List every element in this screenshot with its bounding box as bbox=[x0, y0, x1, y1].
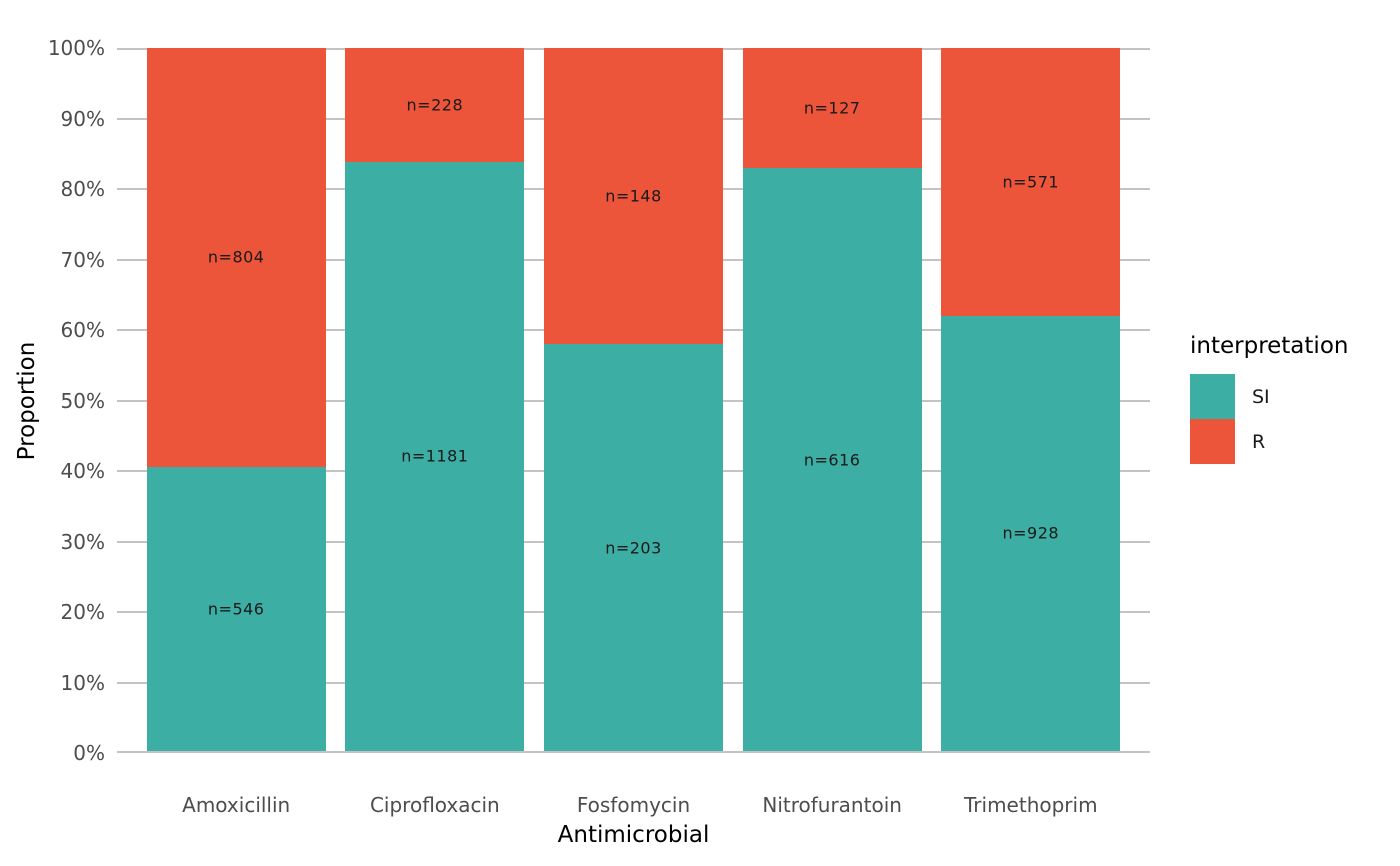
gridline bbox=[117, 751, 1150, 753]
y-axis-tick-label: 40% bbox=[60, 459, 105, 483]
bar-count-label: n=571 bbox=[1002, 172, 1060, 192]
x-axis-title: Antimicrobial bbox=[557, 822, 710, 848]
bar-fosfomycin: n=203 n=148 bbox=[544, 48, 723, 751]
x-axis-tick-label: Ciprofloxacin bbox=[369, 793, 500, 817]
x-axis-tick-label: Nitrofurantoin bbox=[762, 793, 902, 817]
y-axis-tick-label: 60% bbox=[60, 318, 105, 342]
bar-segment-r bbox=[742, 48, 922, 169]
x-axis-tick-label: Trimethoprim bbox=[964, 793, 1098, 817]
bar-segment-si bbox=[742, 168, 922, 751]
legend: interpretation SI R bbox=[1190, 333, 1348, 464]
bar-nitrofurantoin: n=616 n=127 bbox=[742, 48, 922, 751]
bar-segment-r bbox=[345, 48, 525, 162]
bar-count-label: n=228 bbox=[406, 95, 464, 115]
bar-segment-si bbox=[941, 315, 1121, 751]
bar-ciprofloxacin: n=1181 n=228 bbox=[345, 48, 525, 751]
bar-amoxicillin: n=546 n=804 bbox=[146, 48, 326, 751]
x-axis-tick-label: Fosfomycin bbox=[576, 793, 691, 817]
y-axis-tick-label: 0% bbox=[73, 741, 105, 765]
bar-trimethoprim: n=928 n=571 bbox=[941, 48, 1121, 751]
legend-swatch-r bbox=[1190, 419, 1235, 464]
bar-segment-r bbox=[941, 48, 1121, 316]
legend-item-r: R bbox=[1190, 419, 1348, 464]
y-axis-tick-label: 100% bbox=[47, 36, 105, 60]
y-axis-tick-label: 50% bbox=[60, 388, 105, 413]
bar-segment-si bbox=[146, 466, 326, 751]
legend-swatch-si bbox=[1190, 374, 1235, 419]
y-axis-tick-label: 20% bbox=[60, 600, 105, 624]
bar-count-label: n=616 bbox=[803, 450, 861, 470]
bar-count-label: n=148 bbox=[605, 186, 662, 206]
x-axis-tick-label: Amoxicillin bbox=[182, 793, 291, 817]
bar-count-label: n=928 bbox=[1002, 523, 1060, 543]
bar-count-label: n=546 bbox=[207, 599, 265, 619]
y-axis-tick-label: 10% bbox=[60, 670, 105, 695]
legend-label: SI bbox=[1252, 385, 1270, 408]
bar-count-label: n=1181 bbox=[401, 446, 469, 466]
bar-segment-si bbox=[544, 344, 723, 751]
y-axis-tick-label: 70% bbox=[60, 247, 105, 272]
y-axis-tick-label: 30% bbox=[60, 529, 105, 554]
bar-count-label: n=203 bbox=[605, 538, 662, 558]
bar-segment-r bbox=[146, 48, 326, 467]
y-axis-tick-label: 90% bbox=[60, 106, 105, 131]
plot-panel: n=546 n=804 n=1181 n=228 n=203 n=148 n=616 n=12… bbox=[117, 48, 1150, 753]
legend-item-si: SI bbox=[1190, 374, 1348, 419]
bar-segment-si bbox=[345, 161, 525, 751]
bar-count-label: n=127 bbox=[803, 98, 861, 118]
legend-label: R bbox=[1252, 430, 1266, 453]
bar-count-label: n=804 bbox=[207, 247, 265, 267]
legend-keys: SI R bbox=[1190, 374, 1348, 464]
y-axis-tick-label: 80% bbox=[60, 177, 105, 201]
bar-segment-r bbox=[544, 48, 723, 345]
legend-title: interpretation bbox=[1190, 333, 1349, 359]
